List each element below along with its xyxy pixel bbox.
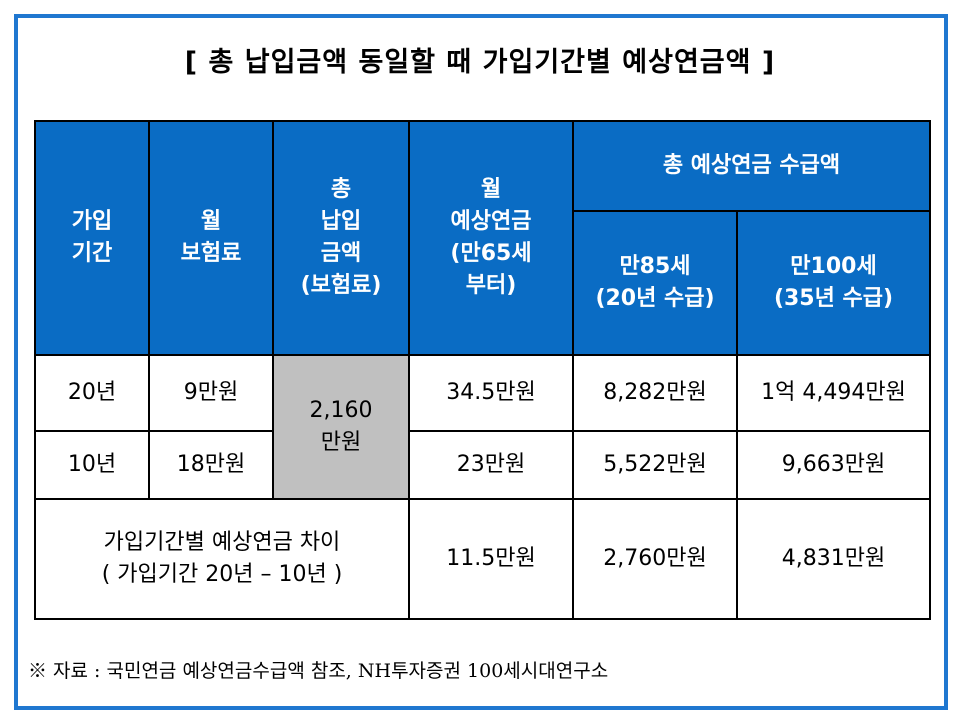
source-note: ※ 자료 : 국민연금 예상연금수급액 참조, NH투자증권 100세시대연구소 bbox=[28, 660, 609, 682]
cell-period: 10년 bbox=[34, 430, 150, 500]
cell-difference-age85: 2,760만원 bbox=[572, 498, 738, 620]
cell-age85: 5,522만원 bbox=[572, 430, 738, 500]
table-row: 10년 18만원 23만원 5,522만원 9,663만원 bbox=[34, 430, 931, 500]
header-total-paid: 총 납입 금액 (보험료) bbox=[272, 120, 410, 356]
cell-difference-age100: 4,831만원 bbox=[736, 498, 931, 620]
header-period: 가입 기간 bbox=[34, 120, 150, 356]
header-total-pension-group: 총 예상연금 수급액 bbox=[572, 120, 931, 212]
header-premium: 월 보험료 bbox=[148, 120, 274, 356]
cell-difference-monthly: 11.5만원 bbox=[408, 498, 574, 620]
cell-period: 20년 bbox=[34, 354, 150, 432]
cell-age85: 8,282만원 bbox=[572, 354, 738, 432]
cell-monthly-pension: 34.5만원 bbox=[408, 354, 574, 432]
cell-monthly-pension: 23만원 bbox=[408, 430, 574, 500]
header-monthly-pension: 월 예상연금 (만65세 부터) bbox=[408, 120, 574, 356]
cell-premium: 18만원 bbox=[148, 430, 274, 500]
header-age85: 만85세 (20년 수급) bbox=[572, 210, 738, 356]
cell-difference-label: 가입기간별 예상연금 차이 ( 가입기간 20년 – 10년 ) bbox=[34, 498, 410, 620]
page-title: [ 총 납입금액 동일할 때 가입기간별 예상연금액 ] bbox=[184, 47, 776, 78]
header-age100: 만100세 (35년 수급) bbox=[736, 210, 931, 356]
cell-premium: 9만원 bbox=[148, 354, 274, 432]
difference-row: 가입기간별 예상연금 차이 ( 가입기간 20년 – 10년 ) 11.5만원 … bbox=[34, 498, 931, 620]
pension-table: 가입 기간 월 보험료 총 납입 금액 (보험료) 월 예상연금 (만65세 부… bbox=[34, 120, 931, 620]
cell-age100: 9,663만원 bbox=[736, 430, 931, 500]
cell-total-paid-merged: 2,160 만원 bbox=[272, 354, 410, 500]
cell-age100: 1억 4,494만원 bbox=[736, 354, 931, 432]
table-row: 20년 9만원 2,160 만원 34.5만원 8,282만원 1억 4,494… bbox=[34, 354, 931, 500]
